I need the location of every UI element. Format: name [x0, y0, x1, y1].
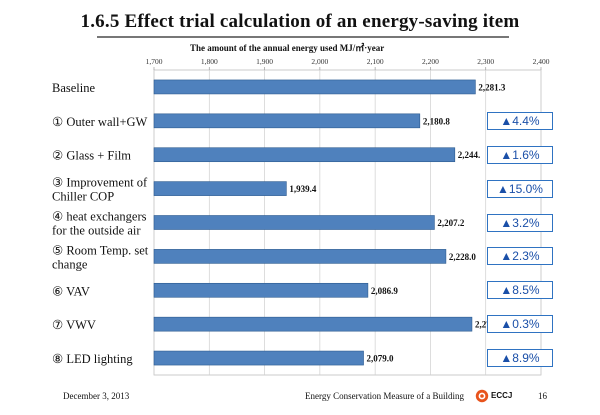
eccj-logo-icon [475, 389, 489, 403]
x-tick-label: 2,300 [477, 57, 494, 66]
x-tick-label: 2,100 [367, 57, 384, 66]
reduction-badge: ▲1.6% [487, 145, 553, 164]
category-label: ① Outer wall+GW [52, 115, 148, 129]
reduction-badge: ▲2.3% [487, 247, 553, 266]
reduction-badge: ▲3.2% [487, 213, 553, 232]
bar-value-label: 2,207.2 [437, 218, 465, 228]
bar-value-label: 1,939.4 [289, 184, 317, 194]
reduction-badge: ▲8.5% [487, 281, 553, 300]
category-label: for the outside air [52, 224, 141, 238]
reduction-badge: ▲0.3% [487, 315, 553, 334]
bar-value-label: 2,228.0 [449, 252, 477, 262]
bar [153, 282, 369, 298]
x-tick-label: 2,000 [311, 57, 328, 66]
category-label: ⑤ Room Temp. set [52, 243, 149, 257]
bar [153, 181, 287, 196]
bar-value-label: 2,180.8 [423, 116, 451, 126]
footer-caption: Energy Conservation Measure of a Buildin… [305, 391, 465, 401]
bar-value-label: 2,079.0 [367, 354, 395, 364]
category-label: ③ Improvement of [52, 176, 148, 190]
bar [153, 350, 364, 366]
bar-value-label: 2,244. [458, 150, 481, 160]
x-tick-label: 1,800 [201, 57, 218, 66]
reduction-badge: ▲15.0% [487, 179, 553, 198]
bar [153, 215, 435, 230]
bar [153, 147, 456, 163]
bar [153, 79, 476, 95]
bar [153, 113, 421, 129]
category-label: ⑦ VWV [52, 318, 96, 332]
footer-date: December 3, 2013 [63, 391, 130, 401]
x-tick-label: 1,900 [256, 57, 273, 66]
category-label: Baseline [52, 81, 95, 95]
category-label: ⑧ LED lighting [52, 352, 133, 366]
bar [153, 316, 473, 332]
bar-value-label: 2,281.3 [478, 82, 506, 92]
category-label: ② Glass + Film [52, 149, 131, 163]
category-label: change [52, 257, 88, 271]
title-underline [97, 36, 509, 38]
x-tick-label: 2,200 [422, 57, 439, 66]
category-label: ⑥ VAV [52, 284, 90, 298]
footer-org: ECCJ [491, 391, 513, 400]
page-number: 16 [538, 391, 547, 401]
reduction-badge: ▲8.9% [487, 349, 553, 368]
reduction-badge: ▲4.4% [487, 111, 553, 130]
x-tick-label: 1,700 [146, 57, 163, 66]
x-tick-label: 2,400 [533, 57, 550, 66]
chart-title: The amount of the annual energy used MJ/… [190, 43, 385, 53]
category-label: ④ heat exchangers [52, 210, 147, 224]
category-label: Chiller COP [52, 190, 114, 204]
bar-value-label: 2,086.9 [371, 286, 399, 296]
slide-title: 1.6.5 Effect trial calculation of an ene… [80, 11, 520, 32]
bar [153, 249, 447, 264]
